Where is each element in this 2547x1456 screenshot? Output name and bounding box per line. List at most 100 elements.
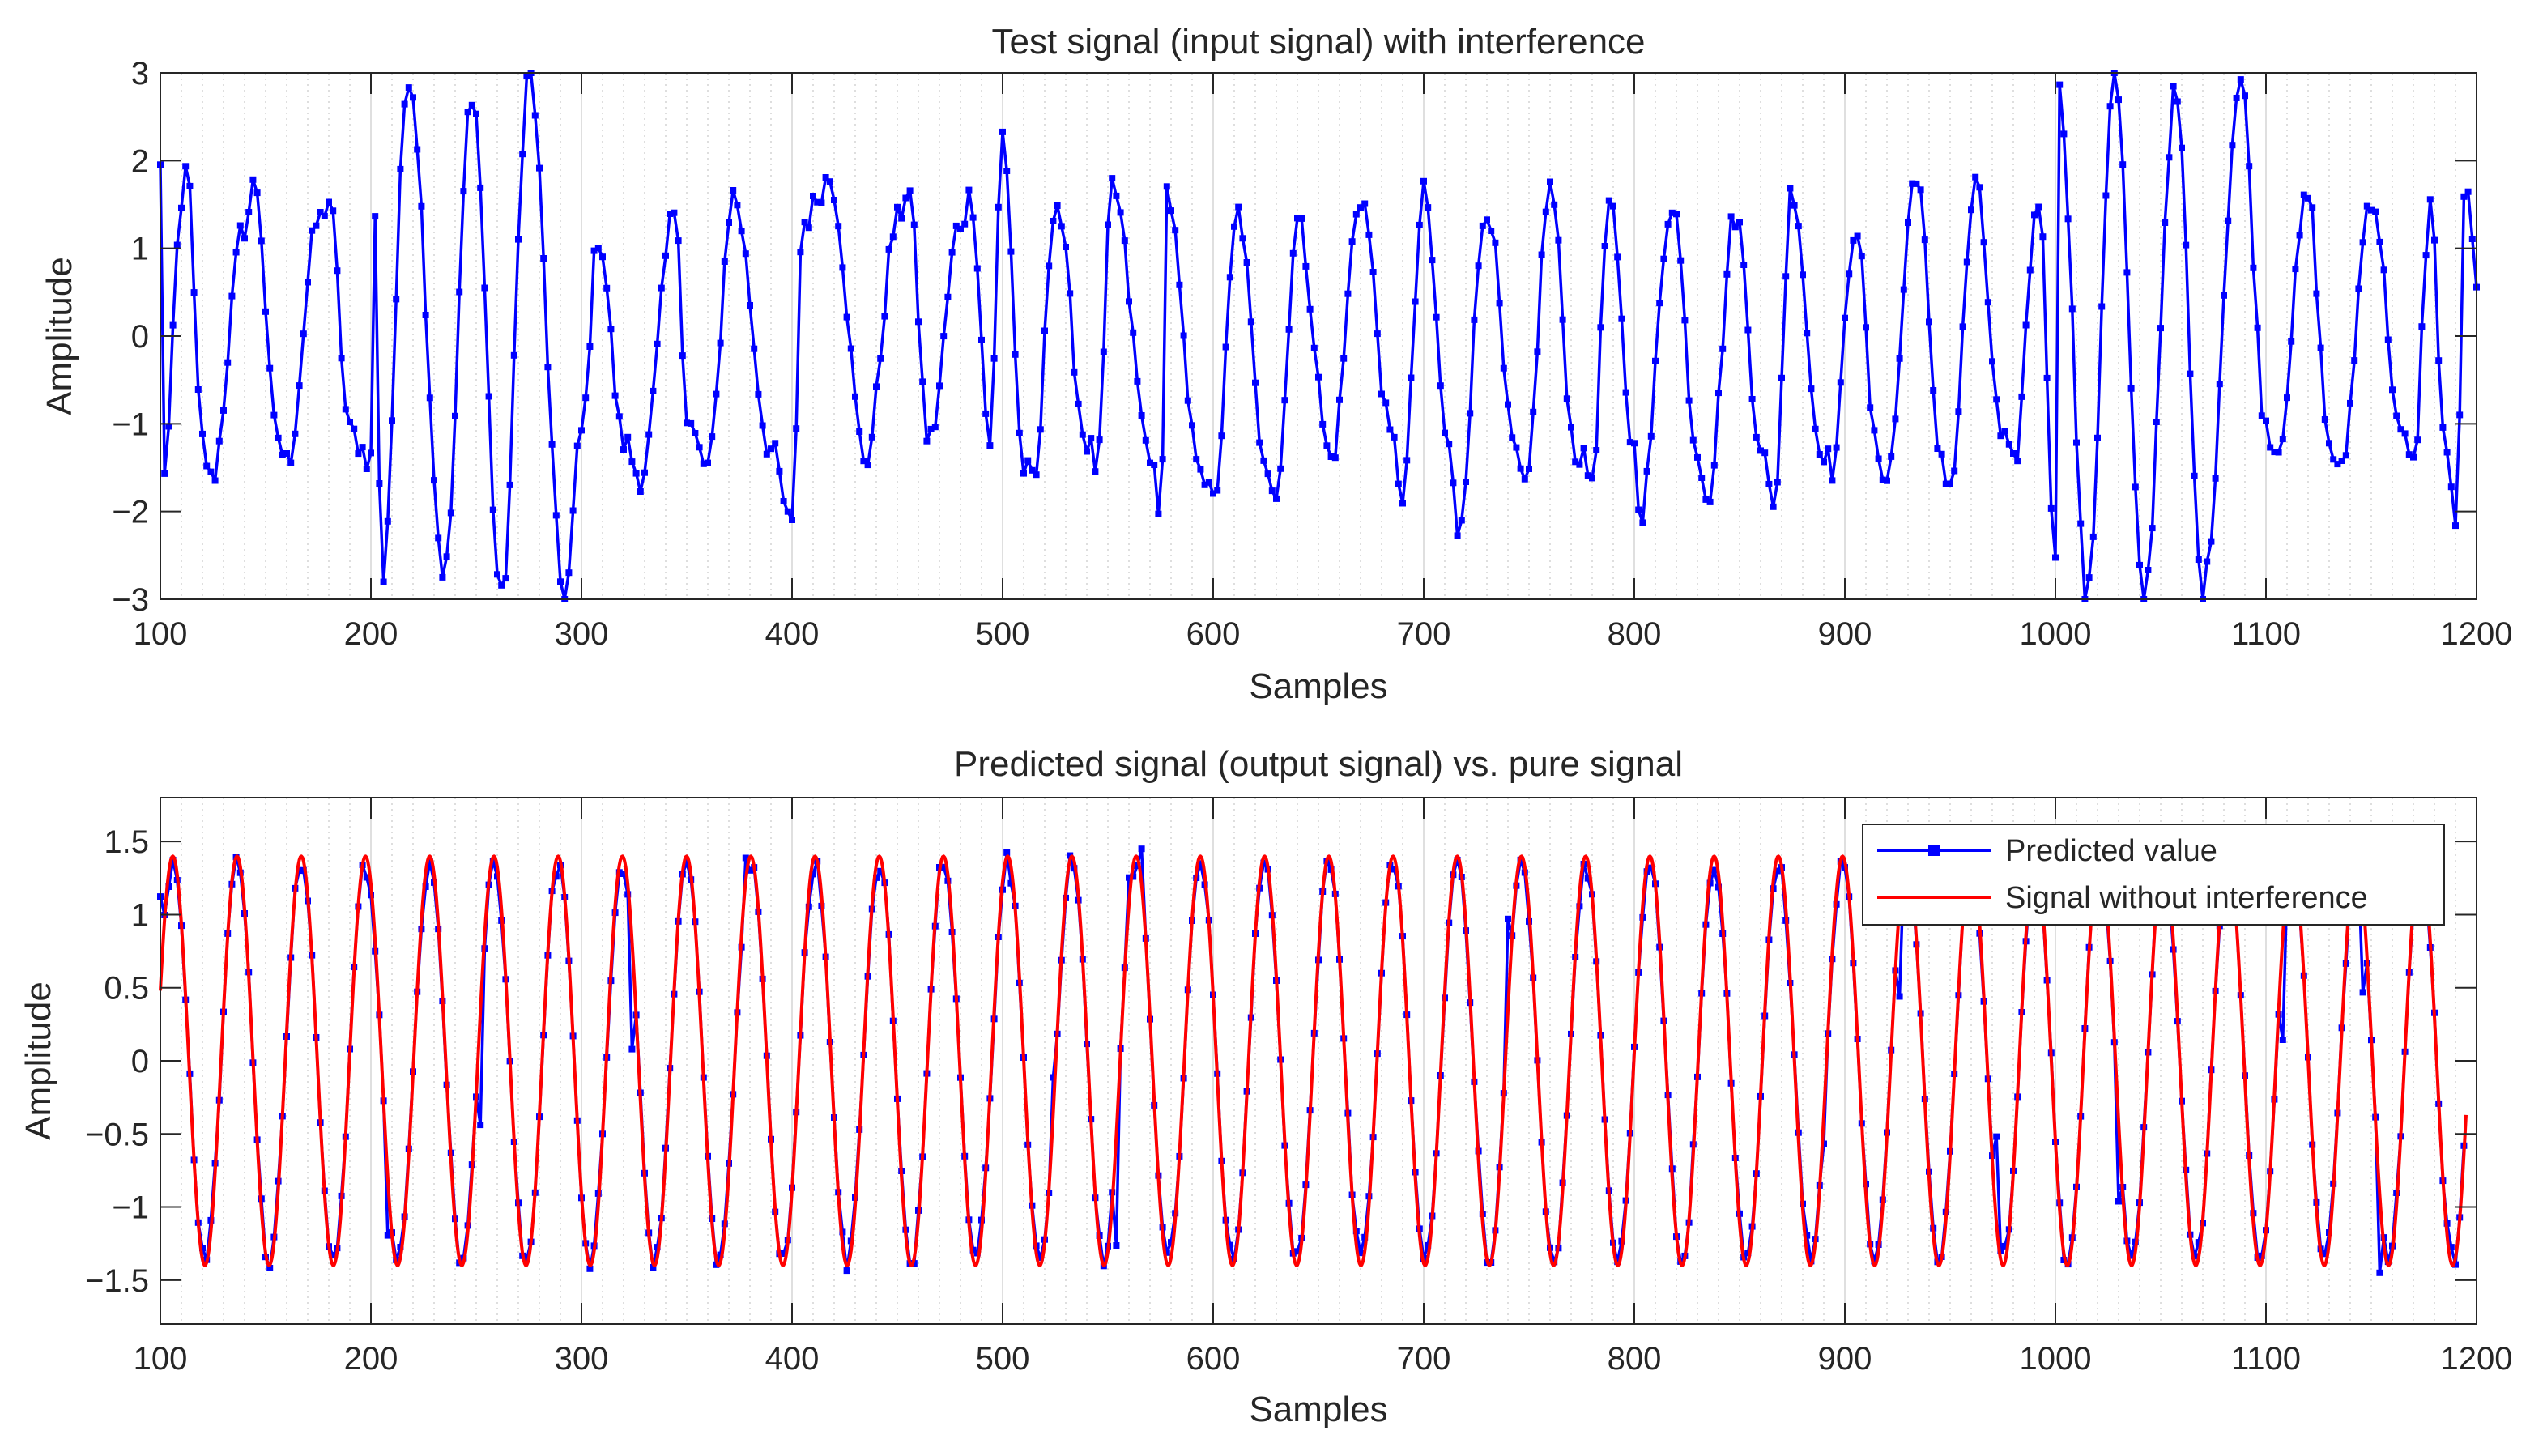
input-signal-marker — [1147, 459, 1153, 466]
input-signal-marker — [2460, 193, 2468, 200]
input-signal-marker — [1433, 313, 1440, 321]
input-signal-marker — [1635, 506, 1642, 513]
x-tick-label: 700 — [1397, 616, 1451, 652]
input-signal-marker — [978, 336, 985, 343]
predicted-marker — [586, 1265, 594, 1272]
input-signal-marker — [2127, 385, 2135, 392]
input-signal-marker — [1753, 433, 1760, 441]
input-signal-marker — [1226, 274, 1233, 281]
input-signal-marker — [889, 233, 897, 241]
predicted-marker — [2321, 1250, 2328, 1258]
input-signal-marker — [1479, 222, 1486, 229]
x-tick-label: 1000 — [2020, 1341, 2092, 1377]
input-signal-marker — [969, 214, 977, 221]
predicted-marker — [1168, 1239, 1174, 1246]
input-signal-marker — [2157, 325, 2164, 332]
input-signal-marker — [1222, 343, 1229, 351]
input-signal-marker — [2384, 336, 2392, 343]
input-signal-marker — [565, 569, 573, 577]
input-signal-marker — [1614, 253, 1621, 261]
input-signal-marker — [684, 419, 690, 427]
predicted-marker — [199, 1245, 206, 1252]
input-signal-marker — [1761, 449, 1769, 457]
input-signal-marker — [1315, 373, 1322, 381]
input-signal-marker — [1980, 239, 1987, 246]
input-signal-marker — [2296, 232, 2303, 239]
input-signal-marker — [1530, 408, 1537, 415]
input-signal-marker — [944, 293, 952, 300]
input-signal-marker — [2001, 428, 2008, 435]
input-signal-marker — [1698, 475, 1706, 481]
x-axis-label: Samples — [1249, 666, 1387, 706]
input-signal-marker — [515, 236, 522, 243]
input-signal-marker — [1088, 435, 1095, 442]
input-signal-marker — [1584, 472, 1591, 479]
input-signal-marker — [1327, 453, 1335, 460]
input-signal-marker — [1681, 317, 1689, 324]
input-signal-marker — [2237, 76, 2244, 83]
x-tick-label: 500 — [976, 616, 1030, 652]
input-signal-marker — [1378, 390, 1385, 398]
input-signal-marker — [1277, 465, 1284, 472]
input-signal-marker — [2330, 456, 2337, 463]
input-signal-marker — [2035, 203, 2042, 211]
input-signal-marker — [573, 442, 581, 449]
predicted-marker — [940, 863, 948, 871]
predicted-marker — [1260, 859, 1267, 866]
y-tick-labels: −1.5 −1 −0.5 0 0.5 1 1.5 — [85, 824, 149, 1299]
x-tick-label: 600 — [1186, 1341, 1241, 1377]
predicted-marker — [1993, 1133, 2000, 1140]
input-signal-marker — [1744, 326, 1752, 334]
input-signal-marker — [952, 222, 960, 229]
input-signal-marker — [190, 289, 198, 296]
predicted-marker — [330, 1252, 337, 1259]
input-signal-marker — [814, 198, 821, 206]
input-signal-marker — [1134, 377, 1141, 385]
y-axis-label: Amplitude — [40, 257, 79, 415]
predicted-marker — [1710, 866, 1718, 874]
input-signal-marker — [334, 267, 341, 275]
input-signal-marker — [1256, 439, 1263, 446]
input-signal-marker — [2363, 202, 2370, 210]
predicted-marker — [1126, 874, 1132, 881]
input-signal-marker — [873, 383, 880, 390]
input-signal-marker — [2098, 303, 2106, 310]
input-signal-marker — [1947, 480, 1953, 487]
input-signal-marker — [1576, 461, 1583, 468]
x-tick-label: 800 — [1608, 616, 1662, 652]
input-signal-marker — [531, 112, 539, 119]
input-signal-marker — [1092, 468, 1099, 475]
input-signal-marker — [1260, 457, 1267, 464]
input-signal-marker — [658, 284, 665, 292]
input-signal-marker — [2405, 451, 2413, 458]
input-signal-marker — [439, 573, 446, 581]
input-signal-marker — [1336, 396, 1343, 403]
predicted-marker — [384, 1232, 391, 1239]
input-signal-marker — [1938, 450, 1945, 458]
input-signal-marker — [1589, 475, 1595, 482]
input-signal-marker — [253, 189, 261, 197]
input-signal-marker — [2254, 324, 2261, 331]
input-signal-marker — [2014, 458, 2021, 465]
input-signal-marker — [852, 393, 858, 400]
input-signal-marker — [776, 467, 783, 475]
input-signal-marker — [1205, 479, 1212, 486]
input-signal-marker — [965, 186, 973, 194]
input-signal-marker — [637, 488, 644, 495]
input-signal-marker — [1391, 433, 1398, 441]
input-signal-marker — [1184, 397, 1191, 404]
input-signal-marker — [793, 425, 800, 432]
x-tick-label: 1200 — [2441, 1341, 2513, 1377]
x-tick-label: 100 — [134, 616, 188, 652]
series-layer — [157, 70, 2480, 602]
predicted-marker — [650, 1264, 657, 1271]
predicted-marker — [2359, 989, 2366, 996]
input-signal-marker — [755, 390, 762, 398]
input-signal-marker — [389, 417, 395, 424]
predicted-marker — [1003, 849, 1011, 856]
input-signal-marker — [2401, 430, 2409, 437]
input-signal-marker — [1879, 476, 1886, 483]
predicted-marker — [1454, 857, 1461, 863]
input-signal-marker — [1369, 269, 1377, 275]
